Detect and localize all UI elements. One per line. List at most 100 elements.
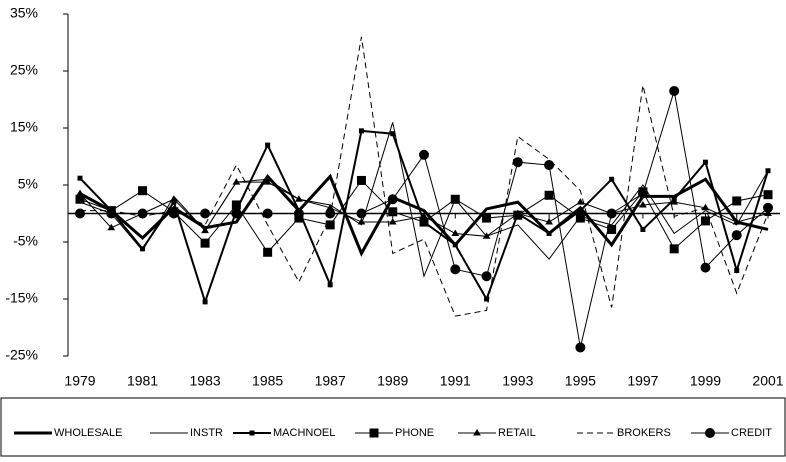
point [765,168,771,174]
x-tick-label: 1997 [627,373,658,389]
point [262,208,273,219]
y-tick-label: 25% [10,62,38,78]
x-tick-label: 1993 [502,373,533,389]
point [168,208,179,219]
point [200,238,210,248]
point [169,195,178,202]
point [451,229,460,236]
point [637,188,648,199]
point [356,175,366,185]
point [640,226,646,232]
y-tick-label: -5% [13,233,38,249]
point [263,178,272,185]
x-tick-label: 1983 [190,373,221,389]
point [639,200,647,208]
point [390,131,396,137]
point [263,247,273,257]
x-tick-label: 1991 [440,373,471,389]
point [482,232,491,239]
legend-label: MACHNOEL [273,427,335,439]
x-tick-label: 1985 [252,373,283,389]
y-tick-label: -25% [5,347,38,363]
point [137,208,148,219]
point [419,217,429,227]
point [734,268,740,273]
legend-marker [705,428,715,438]
point [606,208,617,219]
x-tick-label: 1989 [377,373,408,389]
point [358,128,364,134]
point [231,208,242,219]
point [732,218,741,225]
point [577,208,583,214]
y-tick-label: 15% [10,119,38,135]
point [388,207,398,217]
legend-label: BROKERS [617,427,671,439]
point [387,194,398,205]
point [576,198,585,205]
point [200,208,211,219]
legend-label: PHONE [395,427,434,439]
point [450,264,461,275]
point [763,190,773,200]
point [512,157,523,168]
x-tick-label: 1981 [127,373,158,389]
x-tick-label: 1995 [565,373,596,389]
legend-marker [369,428,379,438]
point [265,142,271,148]
x-tick-label: 2001 [752,373,783,389]
point [295,195,303,202]
point [481,271,492,282]
point [357,218,366,225]
point [76,189,84,197]
point [670,198,679,205]
point [669,244,679,254]
y-tick-label: 5% [18,176,38,192]
point [764,209,772,216]
legend-label: INSTR [190,427,223,439]
point [107,223,116,231]
point [702,159,708,165]
point [201,226,209,234]
y-tick-label: 35% [10,5,38,21]
legend-box [0,397,786,457]
point [700,262,711,273]
point [669,85,680,96]
point [140,246,146,252]
point [231,200,241,210]
x-tick-label: 1979 [64,373,95,389]
y-tick-label: -15% [5,290,38,306]
x-tick-label: 1987 [315,373,346,389]
point [327,282,333,288]
point [545,218,553,225]
legend-label: WHOLESALE [54,427,122,439]
point [202,299,208,305]
series-line [79,122,769,278]
point [138,186,148,196]
point [325,208,336,219]
series-line [79,173,769,257]
point [75,208,85,219]
point [356,208,367,219]
point [420,212,428,219]
point [763,202,773,213]
point [700,216,710,226]
series-line [80,36,769,317]
point [513,209,522,216]
point [450,194,460,204]
point [544,160,555,171]
point [732,196,742,206]
point [293,208,304,219]
point [77,175,83,181]
point [452,242,458,248]
point [546,230,552,236]
legend-label: RETAIL [498,427,536,439]
x-tick-label: 1999 [690,373,721,389]
legend-marker [249,430,255,436]
point [544,190,554,200]
point [482,213,492,223]
legend-label: CREDIT [731,427,772,439]
point [575,213,585,223]
point [106,208,117,219]
